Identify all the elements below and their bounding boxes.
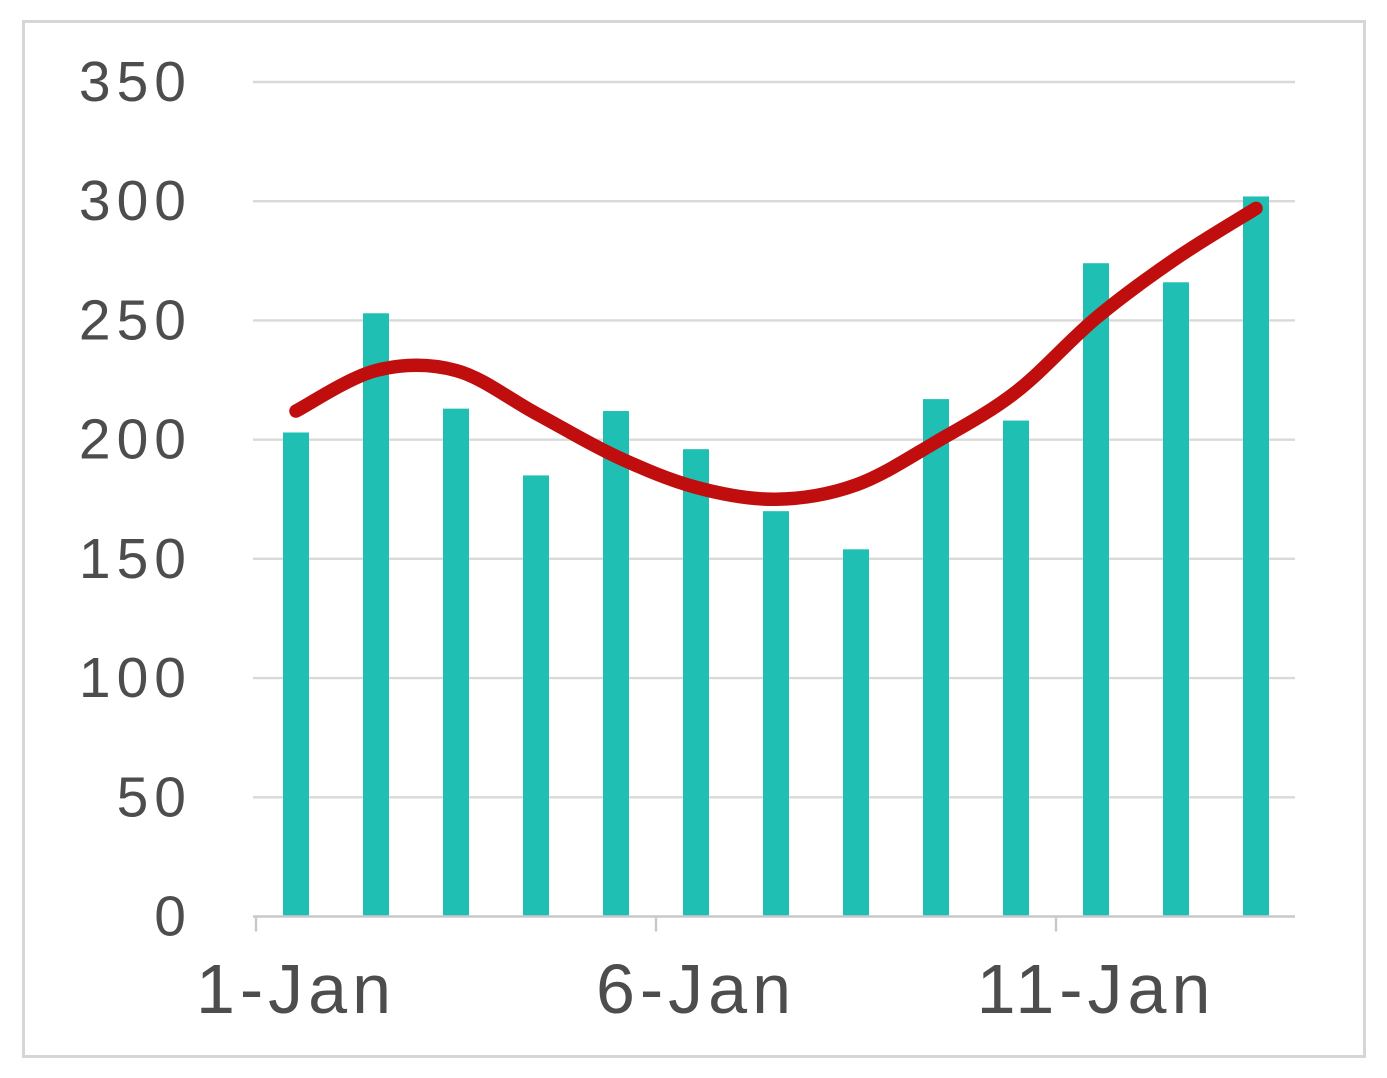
bar	[763, 511, 789, 917]
x-tick-label: 6-Jan	[596, 950, 796, 1028]
bar	[1083, 263, 1109, 917]
gridlines	[253, 80, 1295, 799]
y-tick-label: 350	[79, 50, 192, 114]
bar	[843, 549, 869, 917]
trendline-path	[289, 201, 1263, 507]
x-axis-ticks	[254, 916, 1058, 932]
y-tick-label: 100	[79, 646, 192, 710]
bar	[1243, 196, 1269, 917]
bar	[523, 475, 549, 917]
bar	[363, 313, 389, 917]
bar	[683, 449, 709, 917]
y-axis-labels: 0 50 100 150 200 250 300 350	[79, 50, 192, 949]
bars-series	[283, 196, 1269, 917]
y-tick-label: 150	[79, 527, 192, 591]
y-tick-label: 50	[117, 765, 192, 829]
bar	[1003, 420, 1029, 917]
bar	[603, 411, 629, 917]
y-tick-label: 0	[154, 885, 192, 949]
y-tick-label: 300	[79, 169, 192, 233]
bar	[283, 432, 309, 917]
bar	[443, 408, 469, 917]
bar	[923, 399, 949, 917]
x-axis-labels: 1-Jan 6-Jan 11-Jan	[196, 950, 1216, 1028]
x-tick-label: 1-Jan	[196, 950, 396, 1028]
x-tick-label: 11-Jan	[977, 950, 1216, 1028]
y-tick-label: 250	[79, 288, 192, 352]
y-tick-label: 200	[79, 408, 192, 472]
bar	[1163, 282, 1189, 917]
